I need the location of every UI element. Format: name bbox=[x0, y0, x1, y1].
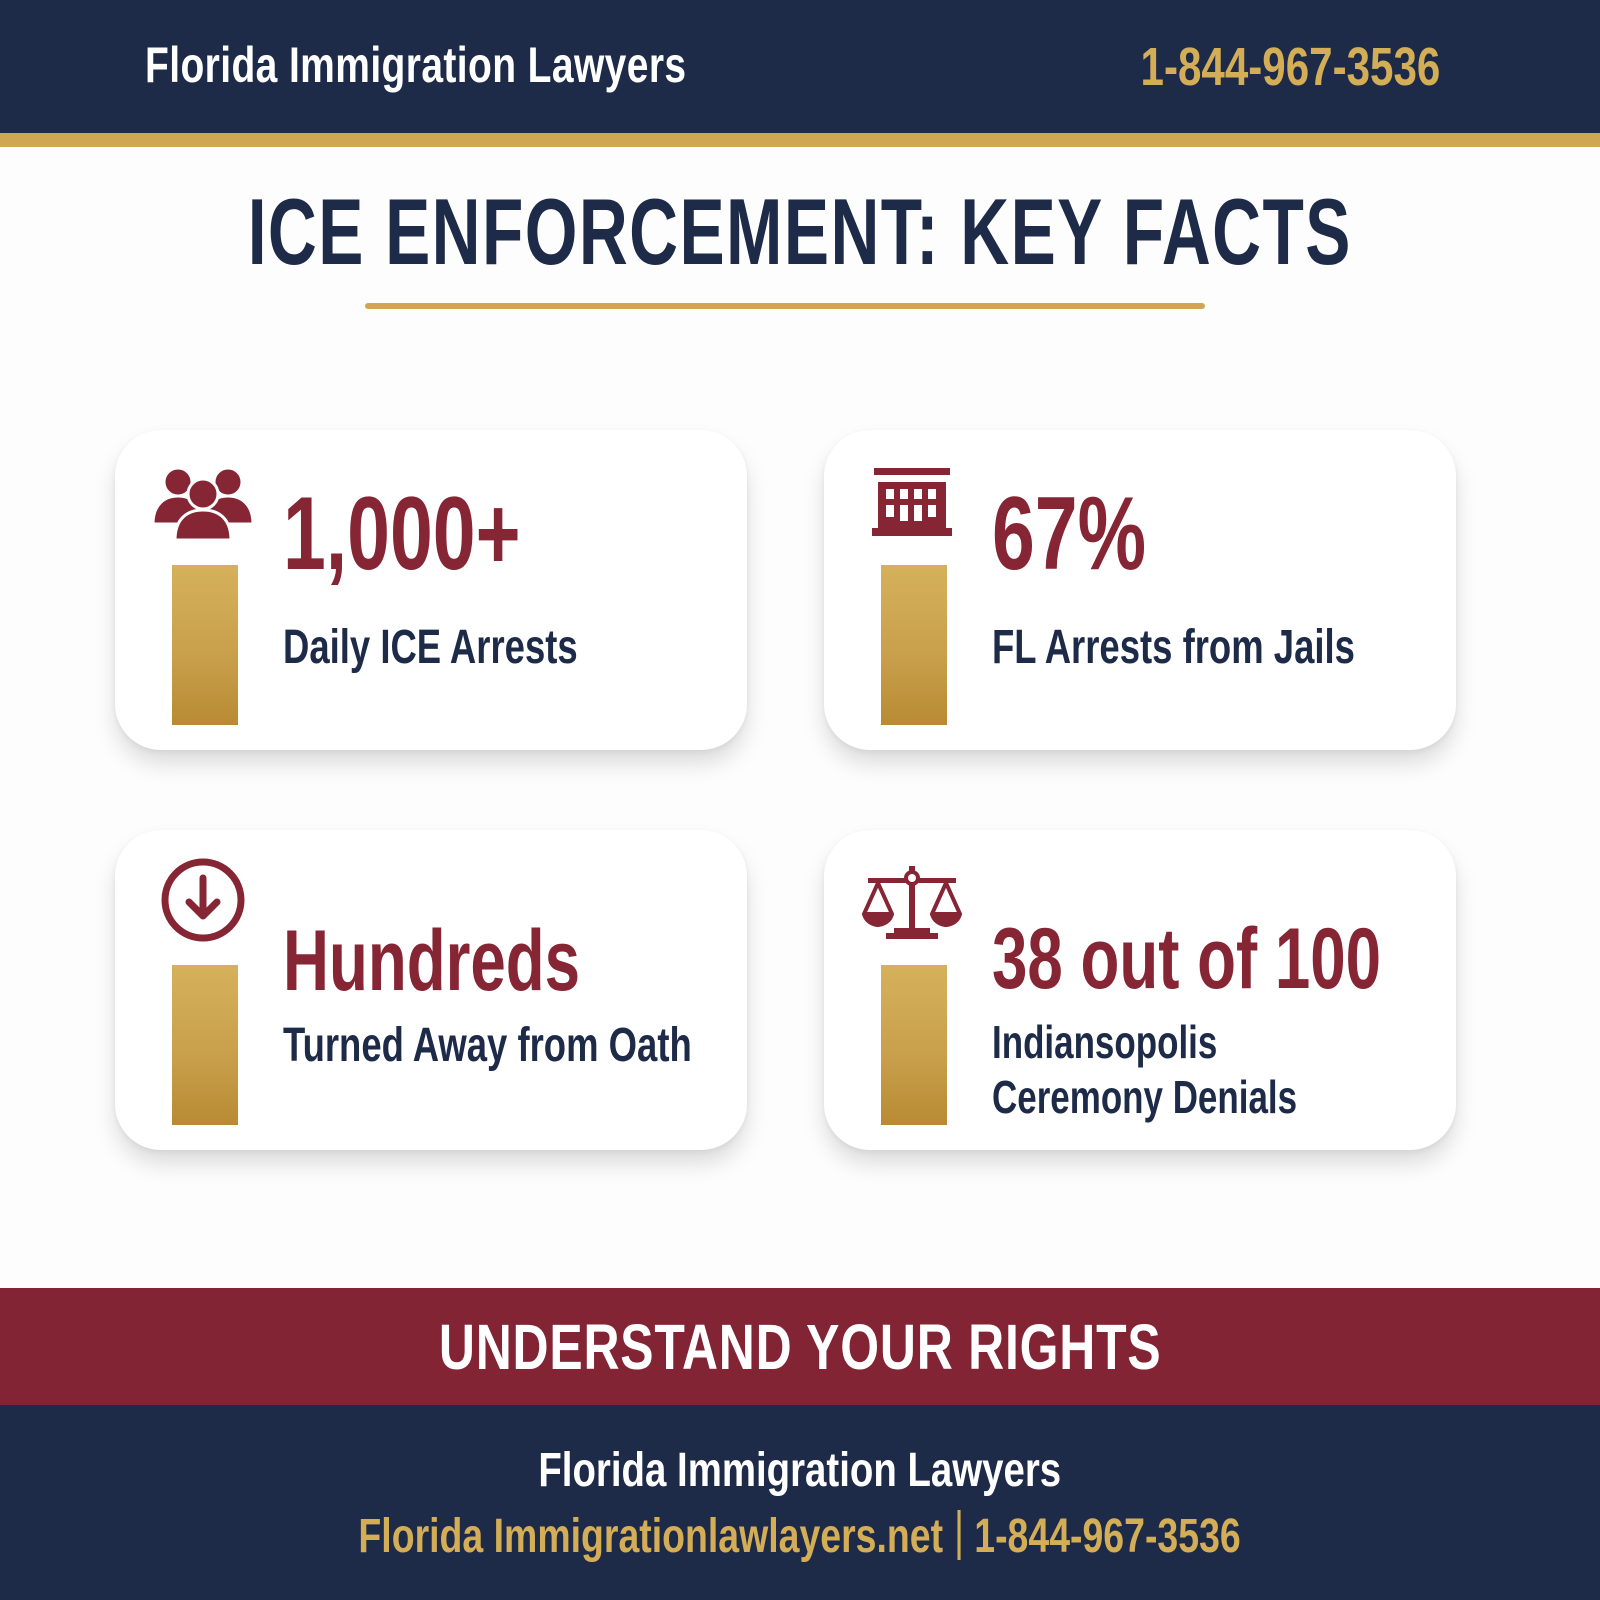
fact-stat-value: Hundreds bbox=[283, 913, 581, 1009]
footer: Florida Immigration Lawyers Florida Immi… bbox=[0, 1405, 1600, 1600]
fact-label-line: Daily ICE Arrests bbox=[283, 621, 578, 674]
understand-your-rights-banner: UNDERSTAND YOUR RIGHTS bbox=[0, 1288, 1600, 1405]
title-underline-divider bbox=[365, 303, 1205, 309]
gold-accent-bar bbox=[172, 965, 238, 1125]
gold-accent-bar bbox=[172, 565, 238, 725]
fact-card-ceremony-denials: 38 out of 100 Indiansopolis Ceremony Den… bbox=[824, 830, 1456, 1150]
header-brand-name: Florida Immigration Lawyers bbox=[145, 37, 687, 93]
down-arrow-circle-icon bbox=[151, 858, 255, 942]
jail-building-icon bbox=[860, 460, 964, 544]
people-group-icon bbox=[151, 460, 255, 544]
header-phone-number[interactable]: 1-844-967-3536 bbox=[1140, 37, 1440, 97]
scales-of-justice-icon bbox=[860, 860, 964, 944]
fact-label: FL Arrests from Jails bbox=[992, 620, 1355, 676]
gold-accent-bar bbox=[881, 965, 947, 1125]
fact-label-line: Indiansopolis bbox=[992, 1016, 1218, 1068]
gold-accent-bar bbox=[881, 565, 947, 725]
footer-divider bbox=[957, 1510, 961, 1561]
banner-text: UNDERSTAND YOUR RIGHTS bbox=[438, 1310, 1162, 1383]
footer-website-link[interactable]: Florida Immigrationlawlayers.net bbox=[358, 1510, 944, 1563]
fact-stat-value: 1,000+ bbox=[283, 476, 521, 592]
fact-stat-value: 38 out of 100 bbox=[992, 911, 1382, 1007]
fact-label: Daily ICE Arrests bbox=[283, 620, 578, 676]
fact-card-jail-arrests: 67% FL Arrests from Jails bbox=[824, 430, 1456, 750]
fact-label: Turned Away from Oath bbox=[283, 1018, 692, 1074]
fact-label-line: Turned Away from Oath bbox=[283, 1019, 692, 1072]
footer-phone-number[interactable]: 1-844-967-3536 bbox=[974, 1510, 1242, 1563]
fact-label-line: FL Arrests from Jails bbox=[992, 621, 1355, 674]
fact-label: Indiansopolis Ceremony Denials bbox=[992, 1015, 1297, 1125]
fact-card-daily-arrests: 1,000+ Daily ICE Arrests bbox=[115, 430, 747, 750]
header-gold-stripe bbox=[0, 133, 1600, 147]
top-header: Florida Immigration Lawyers 1-844-967-35… bbox=[0, 0, 1600, 133]
footer-brand-name: Florida Immigration Lawyers bbox=[538, 1444, 1062, 1497]
fact-stat-value: 67% bbox=[992, 476, 1147, 592]
fact-label-line: Ceremony Denials bbox=[992, 1071, 1298, 1124]
fact-card-oath-turned-away: Hundreds Turned Away from Oath bbox=[115, 830, 747, 1150]
footer-contact-line: Florida Immigrationlawlayers.net 1-844-96… bbox=[0, 1509, 1600, 1564]
page-title: ICE ENFORCEMENT: KEY FACTS bbox=[247, 179, 1353, 284]
